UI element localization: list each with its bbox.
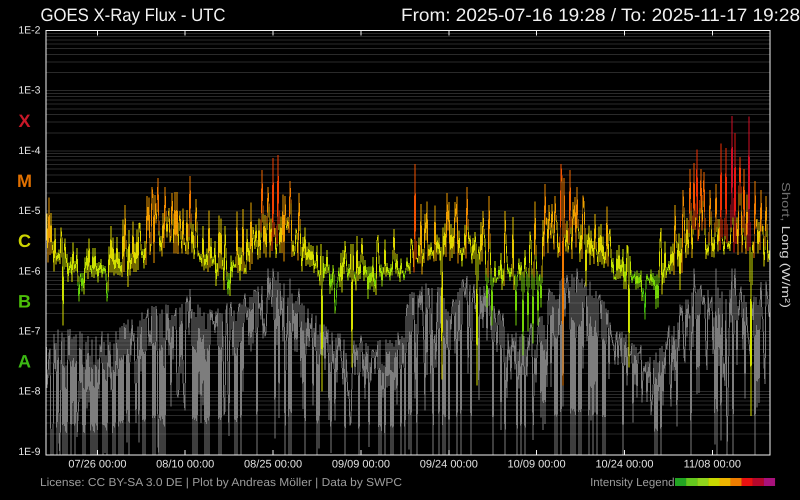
svg-text:10/24 00:00: 10/24 00:00 — [595, 459, 653, 471]
svg-text:1E-4: 1E-4 — [18, 145, 40, 157]
svg-text:1E-3: 1E-3 — [18, 85, 40, 97]
svg-text:08/25 00:00: 08/25 00:00 — [244, 459, 302, 471]
svg-text:09/24 00:00: 09/24 00:00 — [420, 459, 478, 471]
svg-text:B: B — [18, 291, 31, 311]
svg-text:X: X — [18, 111, 30, 131]
svg-text:10/09 00:00: 10/09 00:00 — [508, 459, 566, 471]
svg-text:GOES X-Ray Flux - UTC: GOES X-Ray Flux - UTC — [41, 5, 226, 25]
svg-text:C: C — [18, 231, 31, 251]
svg-text:From: 2025-07-16 19:28 / To: 2: From: 2025-07-16 19:28 / To: 2025-11-17 … — [401, 5, 800, 25]
svg-text:License: CC BY-SA 3.0 DE | Plo: License: CC BY-SA 3.0 DE | Plot by Andre… — [40, 477, 402, 489]
svg-text:07/26 00:00: 07/26 00:00 — [68, 459, 126, 471]
svg-text:09/09 00:00: 09/09 00:00 — [332, 459, 390, 471]
svg-text:1E-7: 1E-7 — [18, 326, 40, 338]
svg-text:08/10 00:00: 08/10 00:00 — [156, 459, 214, 471]
svg-text:1E-9: 1E-9 — [18, 446, 40, 458]
svg-text:M: M — [17, 171, 32, 191]
svg-text:Short, Long (W/m²): Short, Long (W/m²) — [779, 182, 791, 308]
svg-text:1E-8: 1E-8 — [18, 386, 40, 398]
svg-text:A: A — [18, 352, 31, 372]
svg-text:1E-2: 1E-2 — [18, 25, 40, 37]
svg-text:1E-6: 1E-6 — [18, 265, 40, 277]
svg-text:1E-5: 1E-5 — [18, 205, 40, 217]
svg-text:11/08 00:00: 11/08 00:00 — [684, 459, 741, 471]
svg-text:Intensity Legend: Intensity Legend — [590, 477, 674, 489]
